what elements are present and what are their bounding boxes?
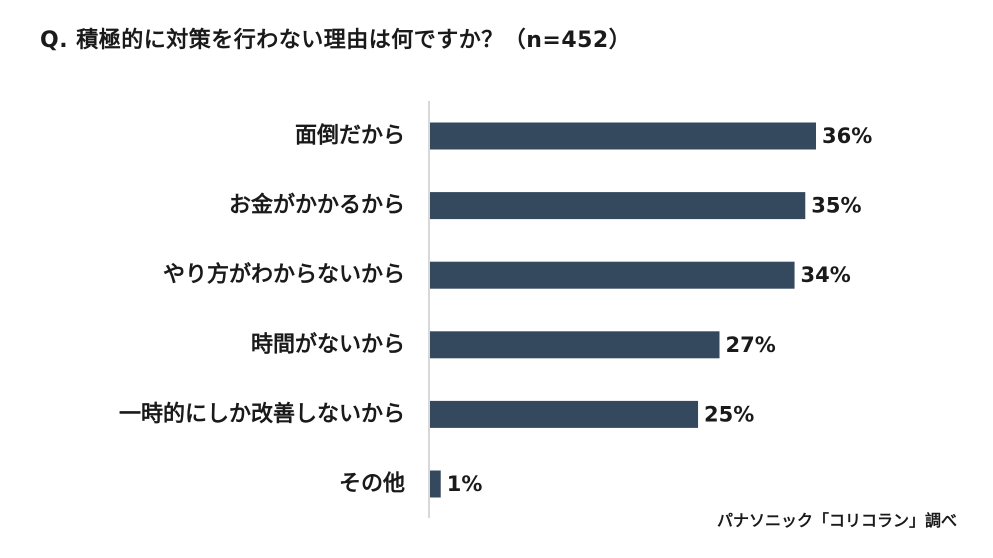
value-label: 34% xyxy=(801,263,851,287)
category-label: その他 xyxy=(339,472,405,497)
bar xyxy=(430,192,806,220)
source-credit: パナソニック「コリコラン」調べ xyxy=(716,511,957,530)
value-label: 25% xyxy=(704,402,754,426)
bar xyxy=(430,331,720,359)
value-label: 35% xyxy=(811,194,861,218)
value-label: 36% xyxy=(822,124,872,148)
value-label: 27% xyxy=(726,333,776,357)
category-label: お金がかかるから xyxy=(229,192,405,218)
chart-title: Q. 積極的に対策を行わない理由は何ですか？（n=452） xyxy=(40,28,632,53)
category-label: 面倒だから xyxy=(295,124,405,149)
value-label: 1% xyxy=(447,472,483,496)
category-label: 時間がないから xyxy=(251,331,405,357)
category-label: 一時的にしか改善しないから xyxy=(119,401,405,427)
category-label: やり方がわからないから xyxy=(163,262,405,288)
bar xyxy=(430,470,441,498)
bar xyxy=(430,261,795,289)
bars-group: 面倒だから 36% お金がかかるから 35% やり方がわからないから 34% 時間がないから… xyxy=(119,122,872,498)
bar xyxy=(430,400,699,428)
bar xyxy=(430,122,816,150)
